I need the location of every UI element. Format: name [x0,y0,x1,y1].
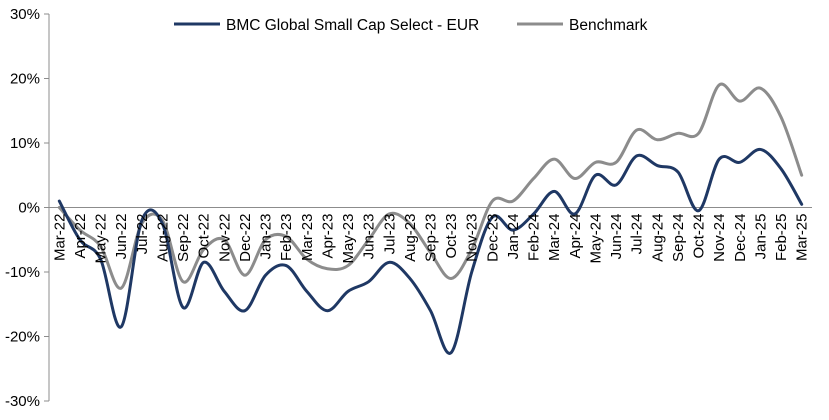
x-tick-label: Aug-23 [402,214,419,262]
x-tick-label: Oct-22 [196,213,213,258]
y-tick-label: -20% [5,329,40,346]
x-tick-label: Jun-22 [113,214,130,260]
x-tick-label: Mar-22 [51,213,68,261]
x-tick-label: Jul-24 [629,214,646,255]
x-tick-label: Mar-25 [794,214,811,262]
x-tick-label: Aug-22 [154,214,171,262]
x-tick-label: Nov-23 [464,213,481,261]
x-tick-label: Jun-24 [608,213,625,259]
x-tick-label: Dec-24 [732,213,749,261]
y-tick-label: 30% [10,6,40,23]
x-tick-label: Nov-24 [711,213,728,261]
x-tick-label: Jan-25 [752,214,769,260]
x-tick-label: Jul-23 [381,214,398,255]
x-tick-label: Sep-23 [423,214,440,262]
series-line-benchmark [57,82,804,290]
x-tick-label: Oct-24 [691,213,708,258]
x-tick-label: May-24 [587,213,604,263]
x-tick-label: Jul-22 [134,214,151,255]
x-tick-label: May-22 [93,213,110,263]
x-axis-labels: Mar-22 Apr-22 May-22 Jun-22 Jul-22 Aug-22 Sep-… [51,213,810,263]
x-tick-label: Apr-23 [319,213,336,258]
series-line-bmc [57,147,804,355]
x-tick-label: Nov-22 [216,213,233,261]
x-tick-label: Feb-25 [773,214,790,262]
y-axis-labels: -30% -20% -10% 0% 10% 20% 30% [5,6,40,410]
y-tick-label: -10% [5,264,40,281]
x-tick-label: Sep-22 [175,213,192,261]
x-tick-label: Dec-22 [237,214,254,262]
legend-label-benchmark: Benchmark [569,17,648,34]
y-tick-label: 10% [10,135,40,152]
axes [44,13,812,402]
x-tick-label: Feb-24 [526,214,543,262]
x-tick-label: Oct-23 [443,213,460,258]
x-tick-label: Apr-22 [72,213,89,258]
x-tick-label: Mar-23 [299,213,316,261]
x-tick-label: Jan-23 [258,214,275,260]
x-tick-label: Aug-24 [649,214,666,262]
y-tick-label: -30% [5,393,40,410]
y-tick-label: 20% [10,71,40,88]
x-tick-label: Jun-23 [361,214,378,260]
legend: BMC Global Small Cap Select - EUR Benchm… [174,17,648,34]
x-tick-label: Dec-23 [484,213,501,261]
y-tick-label: 0% [18,200,40,217]
x-tick-label: Sep-24 [670,214,687,262]
x-tick-label: Feb-23 [278,214,295,262]
series-lines [57,82,804,355]
legend-label-bmc: BMC Global Small Cap Select - EUR [226,17,479,34]
x-tick-label: Mar-24 [546,214,563,262]
x-tick-label: May-23 [340,213,357,263]
x-tick-label: Jan-24 [505,214,522,260]
x-tick-label: Apr-24 [567,213,584,258]
